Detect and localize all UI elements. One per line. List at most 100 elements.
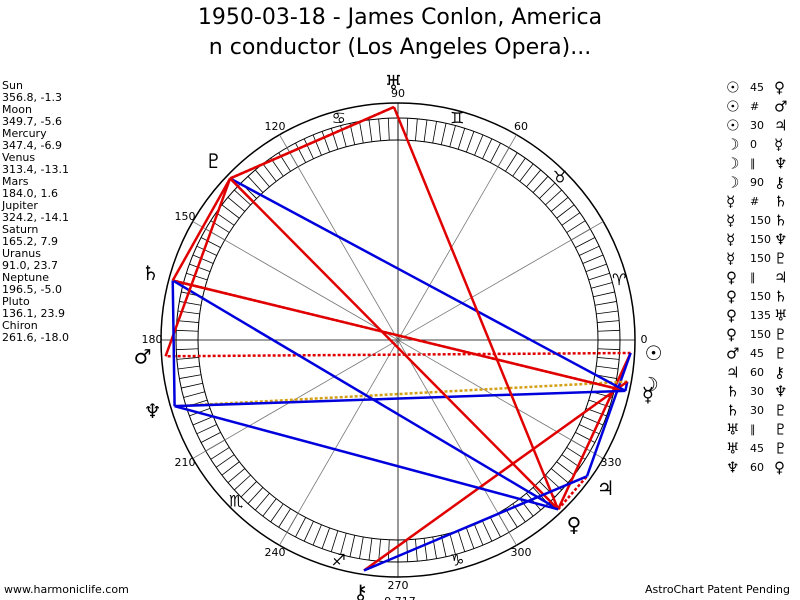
aspect-to: ♇: [774, 421, 787, 439]
aspect-from: ♅: [726, 421, 739, 439]
aspect-line: [165, 351, 631, 358]
ring-tick: [423, 119, 428, 142]
ring-tick: [423, 538, 428, 561]
ring-tick: [221, 204, 240, 219]
ring-tick: [330, 530, 339, 552]
ring-tick: [368, 119, 373, 142]
ring-tick: [247, 487, 264, 504]
aspect-from: ♂: [726, 345, 739, 363]
planet-position: 184.0, 1.6: [2, 187, 58, 200]
ring-tick: [449, 533, 456, 555]
ring-tick: [597, 357, 620, 360]
aspect-line: [172, 279, 559, 511]
ring-tick: [378, 539, 381, 562]
ring-tick: [210, 447, 230, 460]
aspect-to: ♄: [774, 288, 787, 306]
aspect-line: [171, 177, 232, 282]
ring-tick: [505, 508, 518, 528]
ring-tick: [539, 182, 556, 199]
aspect-from: ♃: [726, 364, 739, 382]
ring-tick: [196, 424, 217, 435]
aspect-from: ☽: [726, 136, 739, 154]
degree-label: 60: [514, 120, 528, 133]
aspect-to: ♄: [774, 212, 787, 230]
sign-glyph: ♋: [332, 108, 346, 127]
ring-tick: [482, 521, 493, 542]
ring-tick: [378, 118, 381, 141]
ring-tick: [440, 123, 447, 145]
depth-label: -9,717: [380, 595, 415, 600]
ring-tick: [449, 125, 456, 147]
ring-tick: [176, 320, 199, 323]
ring-tick: [176, 348, 199, 351]
planet-name: Saturn: [2, 223, 38, 236]
ring-tick: [582, 416, 604, 426]
ring-tick: [596, 365, 619, 370]
ring-tick: [186, 272, 208, 281]
planet-name: Mars: [2, 175, 29, 188]
planet-name: Moon: [2, 103, 32, 116]
aspect-type: 45: [750, 81, 764, 94]
sign-glyph: ♉: [553, 168, 567, 187]
ring-tick: [582, 254, 604, 264]
aspect-to: ☿: [774, 136, 783, 154]
aspect-to: ♄: [774, 193, 787, 211]
ring-tick: [519, 498, 534, 517]
ring-tick: [556, 461, 575, 476]
title: 1950-03-18 - James Conlon, America: [198, 5, 602, 30]
planet-glyph: ☉: [645, 341, 663, 365]
aspect-type: 30: [750, 119, 764, 132]
aspect-line: [585, 352, 632, 477]
ring-tick: [550, 196, 569, 212]
ring-tick: [561, 454, 581, 468]
aspect-from: ☽: [726, 174, 739, 192]
ring-tick: [387, 118, 390, 141]
aspect-to: ⚷: [774, 364, 785, 382]
aspect-line: [363, 380, 628, 572]
aspect-type: 0: [750, 138, 757, 151]
degree-label: 120: [265, 120, 286, 133]
ring-tick: [234, 189, 251, 206]
ring-tick: [566, 220, 586, 233]
ring-tick: [597, 320, 620, 323]
ring-tick: [192, 254, 214, 264]
ring-tick: [556, 204, 575, 219]
ring-tick: [189, 263, 211, 272]
ring-tick: [321, 527, 330, 549]
ring-tick: [254, 169, 270, 188]
ring-tick: [550, 468, 569, 484]
planet-position: 165.2, 7.9: [2, 235, 58, 248]
aspect-type: 60: [750, 366, 764, 379]
ring-tick: [227, 468, 246, 484]
spoke: [192, 221, 604, 459]
footer-link[interactable]: www.harmoniclife.com: [4, 583, 129, 596]
planet-position: 91.0, 23.7: [2, 259, 58, 272]
ring-tick: [597, 329, 620, 332]
ring-tick: [330, 128, 339, 150]
ring-tick: [262, 498, 277, 517]
ring-tick: [176, 357, 199, 360]
aspect-line: [172, 279, 626, 393]
ring-tick: [303, 138, 314, 159]
sign-glyph: ♐: [332, 551, 346, 570]
aspect-line: [174, 404, 559, 511]
ring-tick: [278, 508, 291, 528]
aspect-line: [164, 178, 232, 357]
aspect-to: ♇: [774, 326, 787, 344]
aspect-to: ♃: [774, 117, 787, 135]
ring-tick: [579, 424, 600, 435]
planet-glyph: ♇: [205, 149, 223, 173]
sign-glyph: ♊: [450, 108, 464, 127]
aspect-from: ♄: [726, 383, 739, 401]
aspect-type: #: [750, 100, 759, 113]
planet-glyph: ☽: [641, 372, 659, 396]
degree-label: 180: [142, 333, 163, 346]
planet-name: Venus: [2, 151, 35, 164]
ring-tick: [406, 539, 409, 562]
aspect-type: 60: [750, 461, 764, 474]
ring-tick: [183, 391, 205, 398]
ring-tick: [588, 272, 610, 281]
planet-position: 261.6, -18.0: [2, 331, 69, 344]
ring-tick: [340, 533, 347, 555]
degree-label: 210: [174, 456, 195, 469]
